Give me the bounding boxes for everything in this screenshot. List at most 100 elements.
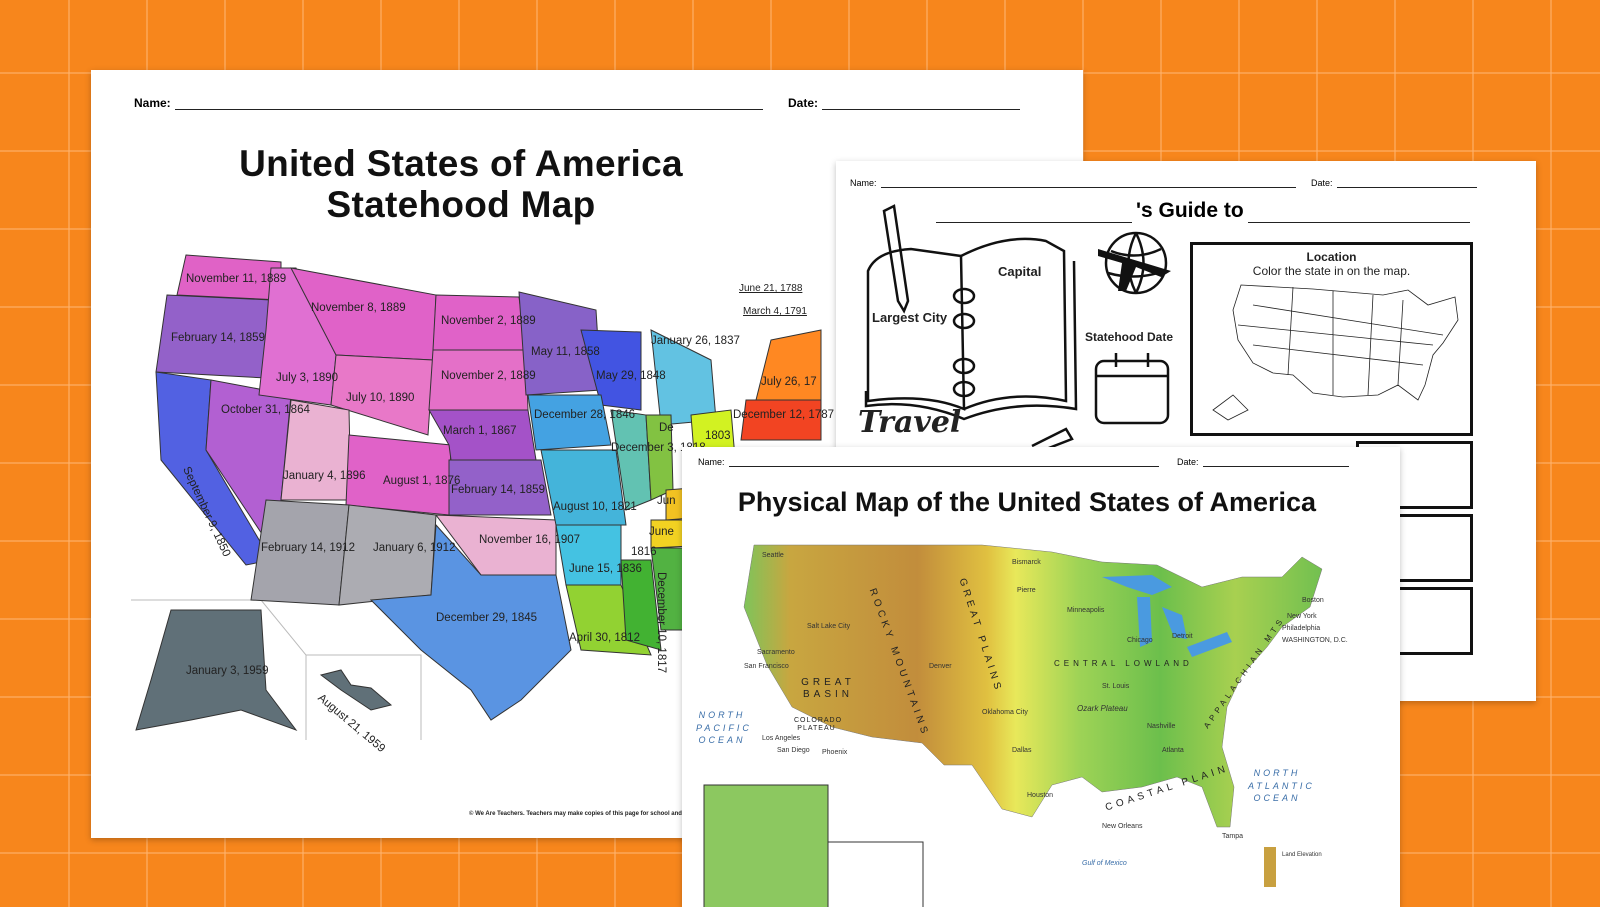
statehood-date-label: 1803 [705, 430, 731, 442]
city-label: Salt Lake City [807, 623, 851, 630]
statehood-date-label: July 3, 1890 [276, 372, 339, 384]
statehood-date-label: February 14, 1859 [171, 332, 265, 344]
guide-title-text: 's Guide to [1136, 199, 1244, 222]
statehood-date-label: June 15, 1836 [569, 563, 642, 575]
statehood-date-label: December 10, 1817 [655, 572, 667, 674]
location-title: Location [1306, 250, 1357, 264]
elevation-legend [1264, 847, 1276, 887]
statehood-date-label: January 26, 1837 [651, 335, 740, 347]
statehood-date-label: February 14, 1859 [451, 484, 545, 496]
region-label: GREAT BASIN [801, 677, 855, 700]
statehood-date-label: August 10, 1821 [553, 501, 637, 513]
leader-label: March 4, 1791 [743, 306, 807, 317]
state-ks [448, 459, 552, 516]
statehood-date-label: October 31, 1864 [221, 404, 310, 416]
city-label: Sacramento [757, 649, 795, 656]
statehood-date-label: De [659, 422, 674, 434]
city-label: WASHINGTON, D.C. [1282, 637, 1348, 644]
physical-map-title: Physical Map of the United States of Ame… [737, 487, 1317, 517]
physical-map-worksheet: Name: Date: Physical Map of the United S… [682, 447, 1400, 907]
city-label: Minneapolis [1067, 607, 1105, 614]
name-line [174, 98, 763, 110]
city-label: Pierre [1017, 587, 1036, 594]
guide-title: 's Guide to [936, 199, 1470, 223]
leader-label: June 21, 1788 [739, 283, 803, 294]
copyright-footer: © We Are Teachers. Teachers may make cop… [469, 811, 692, 817]
city-label: St. Louis [1102, 683, 1130, 690]
name-field: Name: [850, 178, 1296, 188]
blank-line [936, 205, 1132, 223]
state-wi [580, 329, 642, 411]
hawaii-inset [827, 841, 924, 907]
date-label: Date: [1177, 457, 1199, 467]
state-hi [319, 669, 393, 711]
city-label: New Orleans [1102, 823, 1143, 830]
state-ak [135, 609, 298, 732]
name-field: Name: [698, 457, 1159, 467]
region-label: Ozark Plateau [1077, 704, 1128, 713]
city-label: Boston [1302, 597, 1324, 604]
statehood-date-label: November 11, 1889 [186, 273, 287, 285]
state-pa [740, 399, 822, 441]
statehood-date-label: January 3, 1959 [186, 665, 269, 677]
great-lakes [1102, 575, 1232, 657]
legend-title: Land Elevation [1282, 852, 1322, 858]
blank-line [1247, 205, 1470, 223]
date-field: Date: [1311, 178, 1477, 188]
date-line [822, 98, 1021, 110]
statehood-date-label: Jun [657, 495, 676, 507]
statehood-date-label: November 8, 1889 [311, 302, 406, 314]
city-label: Oklahoma City [982, 709, 1028, 716]
city-label: Detroit [1172, 633, 1193, 640]
location-box: Location Color the state in on the map. [1190, 242, 1473, 436]
ocean-label: NORTH ATLANTIC OCEAN [1248, 768, 1315, 804]
ocean-label: NORTH PACIFIC OCEAN [696, 710, 752, 746]
airplane-icon [1098, 249, 1171, 291]
statehood-date-label: December 3, 1818 [611, 442, 706, 454]
name-line [728, 458, 1159, 467]
statehood-date-label: March 1, 1867 [443, 425, 517, 437]
statehood-map [131, 254, 822, 740]
date-line [1202, 458, 1349, 467]
city-label: Houston [1027, 792, 1054, 799]
statehood-date-label: June [649, 526, 674, 538]
city-label: Philadelphia [1282, 625, 1321, 632]
name-label: Name: [850, 178, 877, 188]
date-line [1336, 179, 1477, 188]
city-label: New York [1287, 613, 1317, 620]
city-label: Chicago [1127, 637, 1153, 644]
statehood-date-label: December 12, 1787 [733, 409, 835, 421]
name-field: Name: [134, 96, 763, 110]
map-title: United States of America Statehood Map [239, 143, 683, 225]
city-label: Nashville [1147, 723, 1176, 730]
statehood-date-label: July 26, 17 [761, 376, 817, 388]
location-instruction: Color the state in on the map. [1252, 264, 1411, 278]
date-field: Date: [1177, 457, 1349, 467]
city-label: San Francisco [744, 663, 789, 670]
city-label: Atlanta [1162, 747, 1184, 754]
city-label: Los Angeles [762, 735, 801, 742]
state-ms [620, 559, 662, 651]
date-label: Date: [1311, 178, 1333, 188]
state-wy [330, 354, 434, 436]
statehood-date-label: January 6, 1912 [373, 542, 456, 554]
name-line [880, 179, 1296, 188]
statehood-date-label: November 2, 1889 [441, 370, 536, 382]
statehood-date-label: November 16, 1907 [479, 534, 581, 546]
state-ny [755, 329, 822, 401]
state-mo [540, 449, 627, 526]
statehood-date-label: April 30, 1812 [569, 632, 640, 644]
city-label: Dallas [1012, 747, 1032, 754]
date-label: Date: [788, 96, 819, 110]
statehood-date-label: November 2, 1889 [441, 315, 536, 327]
largest-city-label: Largest City [872, 310, 948, 325]
statehood-date-label: July 10, 1890 [346, 392, 415, 404]
physical-relief-map [703, 544, 1323, 907]
city-label: San Diego [777, 747, 810, 754]
name-label: Name: [134, 96, 171, 110]
city-label: Bismarck [1012, 559, 1041, 566]
city-label: Denver [929, 663, 952, 670]
statehood-date-label: 1816 [631, 546, 657, 558]
alaska-inset [703, 784, 829, 907]
statehood-date-label: January 4, 1896 [283, 470, 366, 482]
